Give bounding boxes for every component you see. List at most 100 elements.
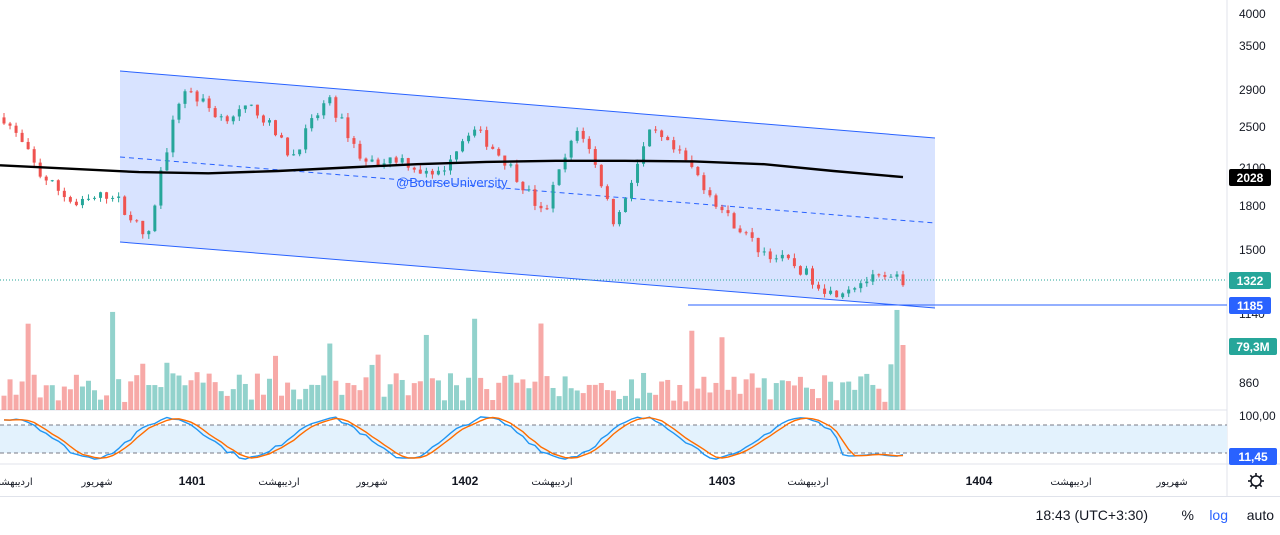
percent-scale-button[interactable]: % [1181, 507, 1194, 523]
candle-body [213, 108, 217, 118]
volume-bar [876, 388, 882, 410]
volume-bar [719, 337, 725, 410]
candle-body [515, 164, 519, 182]
timezone-clock[interactable]: 18:43 (UTC+3:30) [1035, 507, 1148, 523]
candle-body [249, 104, 253, 106]
candle-body [877, 274, 881, 276]
volume-bar [429, 378, 435, 410]
candle-body [153, 205, 157, 232]
volume-bar [809, 388, 815, 410]
volume-bar [767, 399, 773, 410]
volume-bar [49, 385, 55, 410]
volume-bar [224, 395, 230, 410]
candle-body [26, 141, 30, 150]
candle-body [376, 159, 380, 166]
candle-body [388, 157, 392, 164]
candle-body [847, 289, 851, 294]
candle-body [62, 190, 66, 198]
volume-bar [586, 384, 592, 410]
volume-bar [369, 364, 375, 410]
price-tick-label: 2500 [1239, 120, 1266, 134]
candle-body [20, 132, 24, 142]
candle-body [135, 220, 139, 222]
candle-body [605, 186, 609, 199]
candle-body [340, 117, 344, 119]
volume-bar [333, 380, 339, 410]
candle-body [660, 130, 664, 138]
volume-badge: 79,3M [1229, 338, 1277, 355]
volume-bar [411, 383, 417, 410]
stochastic-pane [0, 416, 1227, 460]
stochastic-d-line [3, 416, 904, 459]
candle-body [280, 135, 284, 138]
candle-body [316, 115, 320, 119]
candle-body [328, 97, 332, 104]
price-tick-label: 860 [1239, 376, 1259, 390]
candle-body [768, 251, 772, 260]
candle-body [358, 143, 362, 159]
horizontal-line-badge: 1185 [1229, 297, 1271, 314]
volume-bar [737, 393, 743, 410]
candle-body [714, 195, 718, 207]
volume-bar [146, 385, 152, 410]
price-badge-text: 2028 [1237, 171, 1264, 185]
candle-body [762, 251, 766, 253]
candle-body [159, 170, 163, 206]
candle-body [563, 157, 567, 170]
volume-bar [665, 379, 671, 410]
candle-body [74, 201, 78, 206]
candle-body [895, 274, 899, 277]
volume-bar [466, 377, 472, 410]
candle-body [183, 91, 187, 104]
candle-body [732, 213, 736, 229]
volume-bar [122, 401, 128, 410]
candle-body [835, 290, 839, 298]
candle-body [479, 129, 483, 131]
time-axis[interactable]: اردیبهشت شهریور 1401 اردیبهشت شهریور 1402 اردی… [0, 474, 1188, 488]
volume-bar [526, 388, 532, 410]
volume-bar [773, 383, 779, 410]
time-label-month: اردیبهشت [787, 477, 828, 488]
volume-bar [749, 373, 755, 410]
volume-bar [363, 377, 369, 410]
price-axis[interactable]: 40003500290025002100180015001140860 [1239, 7, 1266, 390]
candle-body [750, 232, 754, 238]
log-scale-button[interactable]: log [1209, 507, 1228, 523]
candle-body [141, 220, 145, 235]
candle-body [485, 130, 489, 147]
candle-body [382, 163, 386, 166]
volume-bar [689, 330, 695, 410]
candle-body [871, 274, 875, 282]
volume-bar [128, 381, 134, 410]
candle-body [593, 149, 597, 165]
candle-body [467, 135, 471, 142]
stochastic-k-line [3, 416, 904, 460]
volume-bar [7, 379, 13, 410]
volume-bar [309, 384, 315, 410]
candle-body [117, 196, 121, 198]
candle-body [690, 160, 694, 167]
volume-bar [218, 391, 224, 410]
candle-body [8, 123, 12, 126]
candle-body [304, 128, 308, 150]
volume-bar [478, 377, 484, 410]
volume-bar [683, 401, 689, 410]
volume-bar [67, 389, 73, 410]
volume-bar [236, 374, 242, 410]
volume-bar [755, 387, 761, 410]
volume-bar [653, 394, 659, 410]
volume-bar [279, 395, 285, 410]
candle-body [527, 189, 531, 191]
volume-bar [671, 400, 677, 410]
volume-bar [327, 343, 333, 410]
auto-scale-button[interactable]: auto [1246, 507, 1274, 523]
candle-body [629, 182, 633, 199]
volume-bar [158, 387, 164, 410]
candle-body [436, 170, 440, 175]
volume-bar [85, 380, 91, 410]
volume-bar [568, 388, 574, 410]
volume-bar [98, 399, 104, 410]
gear-icon[interactable] [1248, 473, 1264, 489]
volume-bar [435, 380, 441, 410]
